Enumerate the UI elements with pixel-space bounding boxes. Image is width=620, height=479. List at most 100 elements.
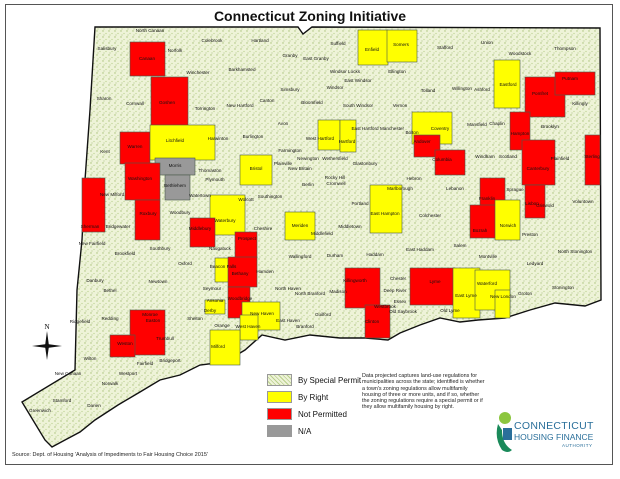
town-shape-andover (413, 134, 441, 158)
town-label-east-granby: East Granby (303, 56, 329, 61)
town-label-marlborough: Marlborough (387, 186, 413, 191)
town-label-vernon: Vernon (393, 103, 408, 108)
legend-special-permit: By Special Permit (267, 374, 361, 386)
legend-label: By Special Permit (298, 375, 362, 385)
chfa-logo: CONNECTICUT HOUSING FINANCE AUTHORITY (492, 410, 607, 454)
town-label-cromwell: Cromwell (326, 181, 345, 186)
town-label-hebron: Hebron (406, 176, 422, 181)
town-label-madison: Madison (329, 289, 347, 294)
town-label-chester: Chester (390, 276, 407, 281)
town-label-wallingford: Wallingford (289, 254, 312, 259)
town-label-monroe: Monroe (142, 312, 158, 317)
town-label-east-haddam: East Haddam (406, 247, 434, 252)
town-label-essex: Essex (394, 299, 407, 304)
town-label-colchester: Colchester (419, 213, 441, 218)
legend-label: By Right (298, 392, 329, 402)
town-label-torrington: Torrington (195, 106, 216, 111)
town-shape-meriden (284, 211, 316, 241)
town-label-burlington: Burlington (243, 134, 264, 139)
town-label-woodbury: Woodbury (170, 210, 192, 215)
town-label-newington: Newington (297, 156, 319, 161)
town-label-milford: Milford (211, 344, 225, 349)
town-label-somers: Somers (393, 42, 410, 47)
town-label-groton: Groton (518, 291, 532, 296)
legend-swatch-special-permit (267, 374, 292, 386)
town-label-southbury: Southbury (150, 246, 172, 251)
town-label-windham: Windham (475, 154, 495, 159)
town-label-avon: Avon (278, 121, 289, 126)
town-label-branford: Branford (296, 324, 314, 329)
town-label-hamden: Hamden (256, 269, 274, 274)
logo-house-icon (496, 412, 512, 452)
town-label-woodstock: Woodstock (509, 51, 532, 56)
town-label-wethersfield: Wethersfield (322, 156, 348, 161)
town-label-putnam: Putnam (562, 76, 578, 81)
town-label-seymour: Seymour (203, 286, 222, 291)
town-label-deep-river: Deep River (384, 288, 407, 293)
town-shape-east-hampton (369, 184, 403, 234)
town-label-bridgeport: Bridgeport (159, 358, 181, 363)
town-label-kent: Kent (100, 149, 110, 154)
town-label-shelton: Shelton (187, 316, 203, 321)
town-label-portland: Portland (351, 201, 369, 206)
map-title: Connecticut Zoning Initiative (213, 8, 407, 24)
town-shape-waterbury (209, 194, 246, 236)
town-label-new-hartford: New Hartford (226, 103, 254, 108)
town-label-plainville: Plainville (274, 161, 293, 166)
town-label-clinton: Clinton (365, 319, 380, 324)
town-label-pomfret: Pomfret (532, 91, 549, 96)
legend-not-permitted: Not Permitted (267, 408, 347, 420)
town-label-killingworth: Killingworth (343, 278, 367, 283)
town-label-old-lyme: Old Lyme (440, 308, 460, 313)
legend-swatch-by-right (267, 391, 292, 403)
town-label-suffield: Suffield (330, 41, 346, 46)
town-label-waterford: Waterford (477, 281, 497, 286)
town-label-redding: Redding (101, 316, 119, 321)
town-label-prospect: Prospect (238, 236, 257, 241)
town-label-wolcott: Wolcott (238, 197, 254, 202)
town-label-brookfield: Brookfield (115, 251, 136, 256)
town-labels: North Canaan Salisbury Canaan Norfolk Colebr… (29, 28, 600, 413)
town-shape-killingworth (344, 267, 381, 309)
town-label-eastford: Eastford (499, 82, 517, 87)
town-label-morris: Morris (169, 163, 182, 168)
town-label-columbia: Columbia (432, 157, 452, 162)
town-label-north-branford: North Branford (295, 291, 326, 296)
town-label-granby: Granby (282, 53, 298, 58)
town-label-westbrook: Westbrook (374, 304, 397, 309)
legend-na: N/A (267, 425, 311, 437)
town-shape-canterbury (521, 139, 556, 186)
town-label-ashford: Ashford (474, 87, 490, 92)
town-label-new-milford: New Milford (100, 192, 125, 197)
town-label-hartland: Hartland (251, 38, 269, 43)
town-label-bloomfield: Bloomfield (301, 100, 323, 105)
town-label-plymouth: Plymouth (205, 177, 225, 182)
town-shape-milford (209, 329, 241, 366)
town-shape-west-hartford (317, 119, 341, 151)
town-label-norwalk: Norwalk (102, 381, 119, 386)
town-label-chaplin: Chaplin (489, 121, 505, 126)
town-label-bolton: Bolton (405, 130, 418, 135)
town-label-lyme: Lyme (429, 279, 441, 284)
town-label-brooklyn: Brooklyn (541, 124, 559, 129)
town-label-norwich: Norwich (500, 223, 517, 228)
town-label-thomaston: Thomaston (199, 168, 222, 173)
town-label-east-hampton: East Hampton (370, 211, 400, 216)
legend-swatch-not-permitted (267, 408, 292, 420)
town-shape-lisbon (524, 184, 546, 219)
town-label-hartford: Hartford (339, 139, 356, 144)
legend-by-right: By Right (267, 391, 328, 403)
town-label-easton: Easton (146, 318, 161, 323)
town-shape-lyme (409, 267, 456, 306)
town-label-roxbury: Roxbury (139, 211, 157, 216)
town-shape-enfield (357, 29, 389, 66)
town-shape-roxbury (134, 199, 161, 241)
town-label-salisbury: Salisbury (98, 46, 118, 51)
town-label-north-haven: North Haven (275, 286, 301, 291)
town-label-meriden: Meriden (292, 223, 309, 228)
town-label-washington: Washington (128, 176, 153, 181)
town-label-canterbury: Canterbury (527, 166, 550, 171)
town-label-guilford: Guilford (315, 312, 332, 317)
town-label-cheshire: Cheshire (254, 226, 273, 231)
